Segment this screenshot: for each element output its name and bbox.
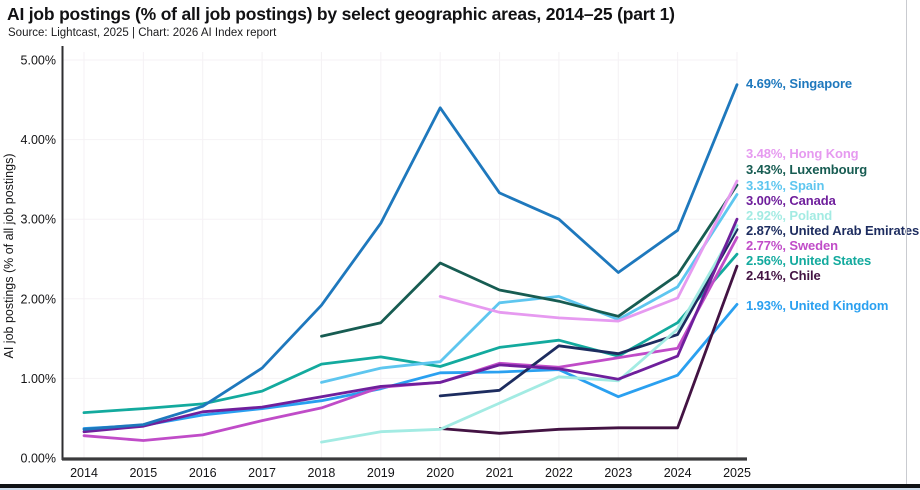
x-tick-label: 2025 xyxy=(723,466,751,480)
y-tick-label: 3.00% xyxy=(21,213,56,227)
x-tick-label: 2020 xyxy=(426,466,454,480)
line-chile xyxy=(438,264,739,435)
x-tick-label: 2018 xyxy=(308,466,336,480)
x-tick-label: 2016 xyxy=(189,466,217,480)
line-luxembourg xyxy=(320,183,739,338)
x-tick-label: 2023 xyxy=(604,466,632,480)
line-canada xyxy=(82,217,739,434)
x-tick-label: 2022 xyxy=(545,466,573,480)
line-hong-kong xyxy=(438,179,739,323)
x-tick-label: 2024 xyxy=(664,466,692,480)
line-spain xyxy=(320,193,739,384)
chart-title: AI job postings (% of all job postings) … xyxy=(7,4,675,24)
x-tick-label: 2021 xyxy=(486,466,514,480)
line-singapore xyxy=(82,83,739,431)
line-poland xyxy=(320,224,739,444)
y-tick-label: 5.00% xyxy=(21,54,56,68)
y-tick-label: 4.00% xyxy=(21,133,56,147)
line-united-kingdom xyxy=(82,302,739,430)
y-tick-label: 0.00% xyxy=(21,452,56,466)
x-tick-label: 2014 xyxy=(70,466,98,480)
y-tick-label: 2.00% xyxy=(21,292,56,306)
window-bottom-glow xyxy=(0,488,920,490)
y-tick-label: 1.00% xyxy=(21,372,56,386)
window-right-edge xyxy=(906,0,907,486)
x-tick-label: 2019 xyxy=(367,466,395,480)
line-united-arab-emirates xyxy=(438,228,739,398)
window-bottom-edge xyxy=(0,484,920,488)
x-tick-label: 2017 xyxy=(248,466,276,480)
x-tick-label: 2015 xyxy=(129,466,157,480)
chart-source: Source: Lightcast, 2025 | Chart: 2026 AI… xyxy=(8,27,277,39)
line-sweden xyxy=(82,236,739,442)
y-axis-title: AI job postings (% of all job postings) xyxy=(2,153,16,359)
